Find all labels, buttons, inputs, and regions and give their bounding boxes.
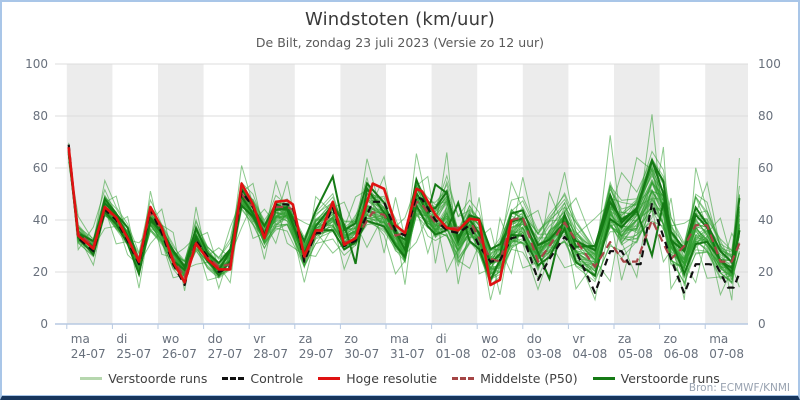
y-tick-label-left: 60	[33, 161, 48, 175]
x-day-abbr: zo	[664, 332, 678, 346]
legend-swatch-middelste-p50	[452, 377, 475, 380]
x-day-abbr: wo	[481, 332, 498, 346]
y-tick-label-right: 80	[758, 109, 773, 123]
x-day-date: 24-07	[71, 347, 106, 361]
y-tick-label-left: 20	[33, 265, 48, 279]
x-day-date: 04-08	[572, 347, 607, 361]
x-day-date: 27-07	[208, 347, 243, 361]
x-day-abbr: do	[208, 332, 223, 346]
x-day-abbr: vr	[253, 332, 265, 346]
legend-item-verstoorde-runs-dark: Verstoorde runs	[592, 371, 720, 386]
y-tick-label-right: 100	[758, 57, 781, 71]
x-day-date: 30-07	[344, 347, 379, 361]
x-day-abbr: do	[527, 332, 542, 346]
legend-item-hoge-resolutie: Hoge resolutie	[318, 371, 437, 386]
legend-label: Hoge resolutie	[346, 371, 438, 386]
x-day-date: 06-08	[664, 347, 699, 361]
x-day-abbr: di	[436, 332, 447, 346]
x-day-abbr: ma	[709, 332, 728, 346]
x-day-date: 05-08	[618, 347, 653, 361]
legend-swatch-controle	[222, 377, 245, 380]
verstoorde-run-bold-line	[67, 153, 741, 283]
legend-swatch-verstoorde-light	[80, 377, 103, 380]
gridlines	[55, 63, 748, 273]
y-tick-label-right: 40	[758, 213, 773, 227]
x-day-date: 07-08	[709, 347, 744, 361]
chart-subtitle: De Bilt, zondag 23 juli 2023 (Versie zo …	[255, 35, 545, 50]
x-day-date: 02-08	[481, 347, 516, 361]
y-tick-label-right: 0	[758, 317, 766, 331]
ensemble-members-bold	[67, 150, 741, 283]
source-credit: Bron: ECMWF/KNMI	[688, 382, 790, 394]
x-day-abbr: ma	[390, 332, 409, 346]
legend-swatch-verstoorde-dark	[592, 377, 615, 380]
series-hoge-resolutie-line	[67, 147, 513, 287]
x-day-date: 01-08	[436, 347, 471, 361]
chart-legend: Verstoorde runs Controle Hoge resolutie …	[2, 371, 798, 386]
x-day-date: 31-07	[390, 347, 425, 361]
legend-label: Middelste (P50)	[480, 371, 578, 386]
legend-item-verstoorde-runs-light: Verstoorde runs	[80, 371, 207, 386]
x-day-abbr: za	[618, 332, 632, 346]
y-tick-label-left: 40	[33, 213, 48, 227]
x-day-abbr: zo	[344, 332, 358, 346]
legend-swatch-hoge-resolutie	[318, 377, 341, 380]
x-day-abbr: ma	[71, 332, 90, 346]
x-day-date: 28-07	[253, 347, 288, 361]
legend-item-middelste-p50: Middelste (P50)	[452, 371, 578, 386]
verstoorde-run-bold-line	[67, 152, 741, 272]
chart-title: Windstoten (km/uur)	[304, 9, 496, 30]
y-tick-label-right: 60	[758, 161, 773, 175]
y-tick-label-left: 100	[25, 57, 48, 71]
y-axis-labels: 0 0 20 20 40 40 60 60 80 80 100 100	[25, 57, 781, 331]
series-middelste-p50-line	[67, 149, 741, 279]
legend-label: Verstoorde runs	[108, 371, 208, 386]
legend-label: Controle	[250, 371, 304, 386]
y-tick-label-right: 20	[758, 265, 773, 279]
legend-item-controle: Controle	[222, 371, 303, 386]
y-tick-label-left: 0	[40, 317, 48, 331]
x-day-date: 29-07	[299, 347, 334, 361]
x-day-date: 03-08	[527, 347, 562, 361]
x-day-abbr: za	[299, 332, 313, 346]
legend-label: Verstoorde runs	[620, 371, 720, 386]
x-axis-labels: ma24-07di25-07wo26-07do27-07vr28-07za29-…	[66, 324, 744, 361]
y-tick-label-left: 80	[33, 109, 48, 123]
x-day-abbr: vr	[572, 332, 584, 346]
x-day-date: 26-07	[162, 347, 197, 361]
verstoorde-run-line	[68, 151, 740, 291]
x-day-date: 25-07	[116, 347, 151, 361]
x-day-abbr: wo	[162, 332, 179, 346]
x-day-abbr: di	[116, 332, 127, 346]
